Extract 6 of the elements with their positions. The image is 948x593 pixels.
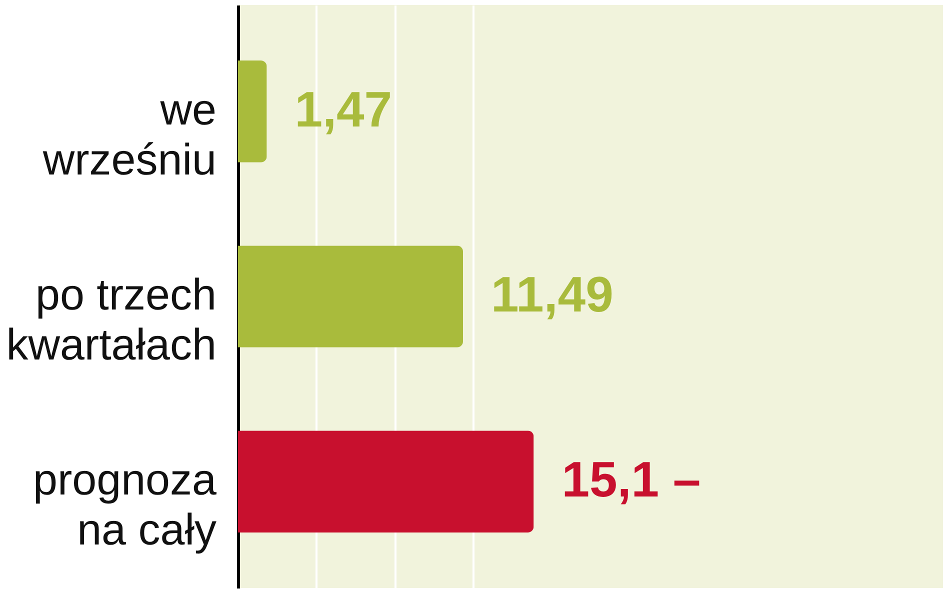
data-label: 1,47	[294, 81, 392, 138]
y-tick-label: prognoza na cały	[33, 456, 218, 555]
y-tick-label: po trzech kwartałach	[6, 270, 216, 370]
data-label: 11,49	[491, 266, 614, 322]
data-label: 15,1 –	[562, 452, 701, 508]
y-tick-label: we wrześniu	[42, 85, 216, 184]
